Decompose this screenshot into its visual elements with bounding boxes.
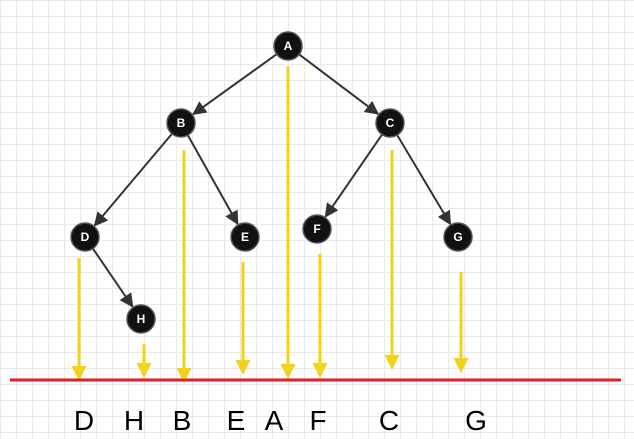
node-D: D: [70, 222, 100, 252]
node-circle-C: [375, 108, 405, 138]
sequence-label-H: H: [124, 405, 144, 436]
node-F: F: [302, 214, 332, 244]
node-label-B: B: [177, 116, 186, 130]
node-label-D: D: [81, 230, 90, 244]
node-label-A: A: [284, 39, 293, 53]
node-circle-E: [230, 222, 260, 252]
node-label-C: C: [386, 116, 395, 130]
node-B: B: [166, 108, 196, 138]
node-label-F: F: [313, 222, 320, 236]
sequence-label-G: G: [465, 405, 487, 436]
tree-nodes: A B C D E F G H: [70, 31, 473, 334]
sequence-label-B: B: [173, 405, 192, 436]
node-label-G: G: [453, 230, 462, 244]
sequence-label-E: E: [227, 405, 246, 436]
node-circle-G: [443, 222, 473, 252]
sequence-label-A: A: [265, 405, 284, 436]
node-E: E: [230, 222, 260, 252]
node-H: H: [126, 304, 156, 334]
node-G: G: [443, 222, 473, 252]
node-label-E: E: [241, 230, 249, 244]
projection-arrows: [71, 66, 469, 383]
node-C: C: [375, 108, 405, 138]
sequence-label-C: C: [379, 405, 399, 436]
node-circle-B: [166, 108, 196, 138]
node-circle-D: [70, 222, 100, 252]
edge-D-H: [92, 247, 134, 308]
edge-C-G: [396, 134, 452, 226]
sequence-label-F: F: [309, 405, 326, 436]
edge-B-E: [186, 134, 239, 226]
edge-A-C: [298, 53, 380, 115]
edge-A-B: [192, 53, 278, 116]
node-A: A: [273, 31, 303, 61]
node-circle-A: [273, 31, 303, 61]
tree-edges: [92, 53, 452, 308]
sequence-label-D: D: [74, 405, 94, 436]
node-circle-F: [302, 214, 332, 244]
node-label-H: H: [137, 312, 146, 326]
node-circle-H: [126, 304, 156, 334]
edge-C-F: [324, 133, 383, 218]
edge-B-D: [93, 133, 173, 227]
